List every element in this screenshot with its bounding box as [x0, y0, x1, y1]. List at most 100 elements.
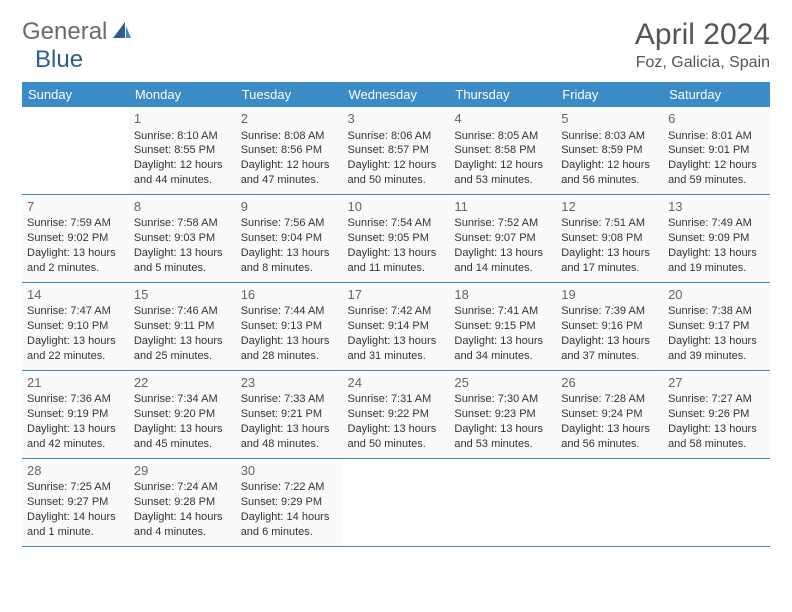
daylight-text: and 4 minutes.	[134, 525, 231, 540]
daylight-text: Daylight: 12 hours	[454, 158, 551, 173]
weekday-header: Saturday	[663, 82, 770, 107]
calendar-week-row: 21Sunrise: 7:36 AMSunset: 9:19 PMDayligh…	[22, 370, 770, 458]
sunrise-text: Sunrise: 8:10 AM	[134, 129, 231, 144]
sunset-text: Sunset: 9:21 PM	[241, 407, 338, 422]
sunset-text: Sunset: 9:13 PM	[241, 319, 338, 334]
calendar-day-cell: 26Sunrise: 7:28 AMSunset: 9:24 PMDayligh…	[556, 370, 663, 458]
daylight-text: and 45 minutes.	[134, 437, 231, 452]
day-number: 21	[27, 374, 124, 392]
calendar-empty-cell	[343, 458, 450, 546]
day-number: 16	[241, 286, 338, 304]
day-number: 18	[454, 286, 551, 304]
calendar-day-cell: 30Sunrise: 7:22 AMSunset: 9:29 PMDayligh…	[236, 458, 343, 546]
calendar-day-cell: 14Sunrise: 7:47 AMSunset: 9:10 PMDayligh…	[22, 282, 129, 370]
sunrise-text: Sunrise: 7:34 AM	[134, 392, 231, 407]
sunrise-text: Sunrise: 7:52 AM	[454, 216, 551, 231]
calendar-header-row: SundayMondayTuesdayWednesdayThursdayFrid…	[22, 82, 770, 107]
sunset-text: Sunset: 8:59 PM	[561, 143, 658, 158]
daylight-text: Daylight: 13 hours	[134, 422, 231, 437]
daylight-text: and 14 minutes.	[454, 261, 551, 276]
daylight-text: Daylight: 14 hours	[27, 510, 124, 525]
daylight-text: Daylight: 13 hours	[454, 246, 551, 261]
daylight-text: and 56 minutes.	[561, 437, 658, 452]
sunrise-text: Sunrise: 8:06 AM	[348, 129, 445, 144]
daylight-text: and 31 minutes.	[348, 349, 445, 364]
daylight-text: Daylight: 12 hours	[561, 158, 658, 173]
sunrise-text: Sunrise: 7:51 AM	[561, 216, 658, 231]
sunrise-text: Sunrise: 7:31 AM	[348, 392, 445, 407]
daylight-text: Daylight: 14 hours	[241, 510, 338, 525]
sunset-text: Sunset: 9:14 PM	[348, 319, 445, 334]
daylight-text: Daylight: 12 hours	[348, 158, 445, 173]
daylight-text: Daylight: 13 hours	[241, 334, 338, 349]
calendar-day-cell: 25Sunrise: 7:30 AMSunset: 9:23 PMDayligh…	[449, 370, 556, 458]
sunrise-text: Sunrise: 7:27 AM	[668, 392, 765, 407]
day-number: 26	[561, 374, 658, 392]
sunset-text: Sunset: 9:20 PM	[134, 407, 231, 422]
sunrise-text: Sunrise: 7:44 AM	[241, 304, 338, 319]
logo-text-general: General	[22, 18, 107, 46]
calendar-day-cell: 12Sunrise: 7:51 AMSunset: 9:08 PMDayligh…	[556, 194, 663, 282]
calendar-day-cell: 23Sunrise: 7:33 AMSunset: 9:21 PMDayligh…	[236, 370, 343, 458]
daylight-text: Daylight: 13 hours	[561, 246, 658, 261]
weekday-header: Wednesday	[343, 82, 450, 107]
daylight-text: and 25 minutes.	[134, 349, 231, 364]
daylight-text: Daylight: 13 hours	[561, 334, 658, 349]
calendar-body: 1Sunrise: 8:10 AMSunset: 8:55 PMDaylight…	[22, 107, 770, 546]
weekday-header: Monday	[129, 82, 236, 107]
daylight-text: Daylight: 13 hours	[561, 422, 658, 437]
daylight-text: and 44 minutes.	[134, 173, 231, 188]
daylight-text: Daylight: 13 hours	[241, 246, 338, 261]
sunset-text: Sunset: 9:15 PM	[454, 319, 551, 334]
daylight-text: Daylight: 13 hours	[27, 334, 124, 349]
day-number: 1	[134, 110, 231, 128]
day-number: 13	[668, 198, 765, 216]
day-number: 17	[348, 286, 445, 304]
sunrise-text: Sunrise: 8:05 AM	[454, 129, 551, 144]
sunset-text: Sunset: 9:22 PM	[348, 407, 445, 422]
daylight-text: and 34 minutes.	[454, 349, 551, 364]
sunrise-text: Sunrise: 7:41 AM	[454, 304, 551, 319]
sunrise-text: Sunrise: 7:25 AM	[27, 480, 124, 495]
daylight-text: and 17 minutes.	[561, 261, 658, 276]
sunrise-text: Sunrise: 7:38 AM	[668, 304, 765, 319]
sunset-text: Sunset: 9:01 PM	[668, 143, 765, 158]
calendar-table: SundayMondayTuesdayWednesdayThursdayFrid…	[22, 82, 770, 547]
sunset-text: Sunset: 9:10 PM	[27, 319, 124, 334]
calendar-day-cell: 4Sunrise: 8:05 AMSunset: 8:58 PMDaylight…	[449, 107, 556, 194]
daylight-text: and 53 minutes.	[454, 173, 551, 188]
daylight-text: Daylight: 13 hours	[668, 334, 765, 349]
daylight-text: Daylight: 13 hours	[348, 334, 445, 349]
sunset-text: Sunset: 9:09 PM	[668, 231, 765, 246]
daylight-text: and 11 minutes.	[348, 261, 445, 276]
daylight-text: Daylight: 13 hours	[454, 334, 551, 349]
daylight-text: and 53 minutes.	[454, 437, 551, 452]
daylight-text: and 2 minutes.	[27, 261, 124, 276]
sunset-text: Sunset: 9:05 PM	[348, 231, 445, 246]
calendar-day-cell: 17Sunrise: 7:42 AMSunset: 9:14 PMDayligh…	[343, 282, 450, 370]
sunset-text: Sunset: 9:03 PM	[134, 231, 231, 246]
sunrise-text: Sunrise: 8:08 AM	[241, 129, 338, 144]
calendar-week-row: 1Sunrise: 8:10 AMSunset: 8:55 PMDaylight…	[22, 107, 770, 194]
day-number: 28	[27, 462, 124, 480]
day-number: 7	[27, 198, 124, 216]
weekday-header: Thursday	[449, 82, 556, 107]
sunset-text: Sunset: 9:27 PM	[27, 495, 124, 510]
sunrise-text: Sunrise: 7:49 AM	[668, 216, 765, 231]
sunrise-text: Sunrise: 7:47 AM	[27, 304, 124, 319]
day-number: 19	[561, 286, 658, 304]
sunset-text: Sunset: 9:23 PM	[454, 407, 551, 422]
daylight-text: Daylight: 12 hours	[241, 158, 338, 173]
sunset-text: Sunset: 8:58 PM	[454, 143, 551, 158]
sunrise-text: Sunrise: 7:24 AM	[134, 480, 231, 495]
calendar-empty-cell	[663, 458, 770, 546]
sunrise-text: Sunrise: 8:01 AM	[668, 129, 765, 144]
sunset-text: Sunset: 9:02 PM	[27, 231, 124, 246]
day-number: 25	[454, 374, 551, 392]
calendar-day-cell: 7Sunrise: 7:59 AMSunset: 9:02 PMDaylight…	[22, 194, 129, 282]
daylight-text: Daylight: 12 hours	[668, 158, 765, 173]
sunset-text: Sunset: 9:04 PM	[241, 231, 338, 246]
daylight-text: Daylight: 13 hours	[134, 246, 231, 261]
weekday-header: Friday	[556, 82, 663, 107]
daylight-text: and 22 minutes.	[27, 349, 124, 364]
